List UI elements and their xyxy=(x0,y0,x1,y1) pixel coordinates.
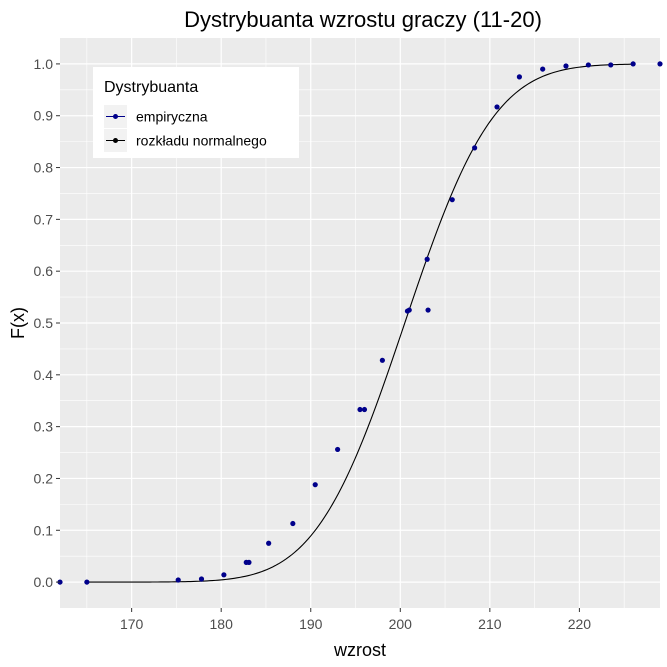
y-tick-label: 0.2 xyxy=(34,470,54,486)
empirical-point xyxy=(290,520,296,527)
empirical-point xyxy=(312,482,318,488)
x-tick-label: 180 xyxy=(210,616,234,632)
empirical-point xyxy=(266,540,272,546)
y-tick-label: 0.7 xyxy=(34,211,54,227)
y-tick-label: 0.3 xyxy=(34,419,54,435)
y-axis-title: F(x) xyxy=(8,307,28,339)
series-layer xyxy=(57,61,663,585)
y-tick-label: 0.0 xyxy=(34,574,54,590)
empirical-point xyxy=(198,576,205,582)
x-tick-label: 210 xyxy=(478,616,502,632)
empirical-point xyxy=(425,307,431,313)
x-tick-label: 170 xyxy=(120,616,144,632)
empirical-point xyxy=(221,572,227,578)
empirical-point xyxy=(516,74,523,80)
empirical-point xyxy=(563,63,569,69)
empirical-point xyxy=(361,406,368,413)
empirical-point xyxy=(379,357,385,363)
empirical-point xyxy=(335,446,341,453)
y-tick-label: 0.8 xyxy=(34,160,54,176)
y-tick-label: 0.4 xyxy=(34,367,54,383)
empirical-point xyxy=(246,559,252,566)
grid xyxy=(60,38,660,608)
legend-box xyxy=(93,67,299,158)
legend-label-empirical: empiryczna xyxy=(136,109,208,125)
empirical-point xyxy=(472,145,478,151)
legend-key-point-empirical xyxy=(113,114,118,119)
x-tick-label: 220 xyxy=(568,616,592,632)
empirical-point xyxy=(630,61,636,67)
legend: Dystrybuanta empiryczna rozkładu normaln… xyxy=(93,67,299,158)
y-tick-label: 0.9 xyxy=(34,108,54,124)
x-axis-title: wzrost xyxy=(333,640,386,660)
y-tick-label: 0.5 xyxy=(34,315,54,331)
x-tick-label: 200 xyxy=(389,616,413,632)
empirical-point xyxy=(406,307,412,313)
x-tick-label: 190 xyxy=(299,616,323,632)
empirical-point xyxy=(540,66,546,72)
legend-label-normal: rozkładu normalnego xyxy=(136,133,267,149)
empirical-point xyxy=(449,197,455,203)
empirical-point xyxy=(608,62,614,68)
empirical-point xyxy=(585,62,591,68)
axes: 170 180 190 200 210 220 0.0 0.1 0.2 0.3 0.4 0.5 0.6 0… xyxy=(34,56,592,632)
legend-title: Dystrybuanta xyxy=(104,79,198,96)
empirical-point xyxy=(494,104,500,110)
empirical-point xyxy=(84,579,90,585)
empirical-point xyxy=(657,61,663,67)
legend-key-point-normal xyxy=(113,138,118,143)
empirical-point xyxy=(357,406,363,413)
empirical-point xyxy=(424,256,430,262)
y-tick-label: 0.1 xyxy=(34,522,54,538)
y-tick-label: 0.6 xyxy=(34,263,54,279)
y-tick-label: 1.0 xyxy=(34,56,54,72)
empirical-point xyxy=(175,577,181,583)
chart-title: Dystrybuanta wzrostu graczy (11-20) xyxy=(184,7,542,32)
